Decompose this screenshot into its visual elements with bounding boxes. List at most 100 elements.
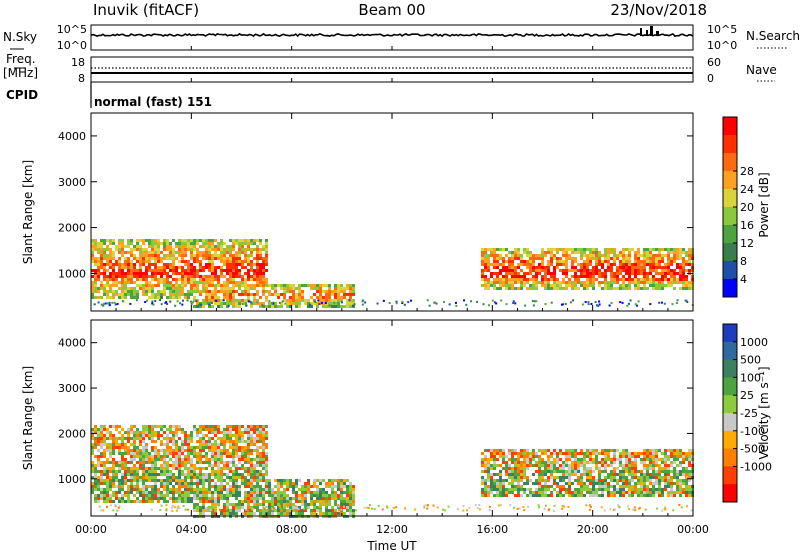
range-time-cell [250, 482, 253, 485]
range-time-cell [586, 479, 589, 482]
range-time-cell [364, 301, 367, 304]
range-time-cell [352, 491, 355, 494]
range-time-cell [274, 479, 277, 482]
range-time-cell [154, 254, 157, 257]
range-time-cell [334, 509, 337, 512]
range-time-cell [94, 470, 97, 473]
range-time-cell [577, 278, 580, 281]
range-time-cell [280, 497, 283, 500]
range-time-cell [610, 476, 613, 479]
range-time-cell [286, 509, 289, 512]
range-time-cell [136, 491, 139, 494]
range-time-cell [178, 239, 181, 242]
range-time-cell [556, 458, 559, 461]
range-time-cell [172, 266, 175, 269]
range-time-cell [388, 302, 391, 305]
range-time-cell [655, 263, 658, 266]
range-time-cell [202, 455, 205, 458]
range-time-cell [214, 290, 217, 293]
range-time-cell [607, 452, 610, 455]
range-time-cell [541, 284, 544, 287]
range-time-cell [625, 458, 628, 461]
range-time-cell [319, 506, 322, 509]
freq-label: Freq. [6, 52, 36, 66]
range-time-cell [196, 467, 199, 470]
range-time-cell [130, 278, 133, 281]
range-time-cell [175, 272, 178, 275]
range-time-cell [562, 269, 565, 272]
range-time-cell [682, 257, 685, 260]
range-time-cell [520, 281, 523, 284]
range-time-cell [340, 497, 343, 500]
range-time-cell [121, 281, 124, 284]
range-time-cell [676, 251, 679, 254]
range-time-cell [235, 266, 238, 269]
range-time-cell [223, 269, 226, 272]
range-time-cell [512, 300, 515, 303]
velocity-data-layer [91, 425, 694, 518]
range-time-cell [496, 458, 499, 461]
range-time-cell [169, 452, 172, 455]
range-time-cell [199, 479, 202, 482]
range-time-cell [643, 482, 646, 485]
range-time-cell [259, 512, 262, 515]
range-time-cell [331, 302, 334, 305]
range-time-cell [148, 467, 151, 470]
range-time-cell [118, 437, 121, 440]
range-time-cell [313, 479, 316, 482]
range-time-cell [646, 254, 649, 257]
range-time-cell [262, 269, 265, 272]
range-time-cell [370, 507, 373, 510]
range-time-cell [544, 488, 547, 491]
range-time-cell [238, 500, 241, 503]
range-time-cell [91, 260, 94, 263]
range-time-cell [481, 452, 484, 455]
range-time-cell [181, 239, 184, 242]
range-time-cell [253, 479, 256, 482]
range-time-cell [259, 509, 262, 512]
range-time-cell [202, 440, 205, 443]
range-time-cell [520, 260, 523, 263]
range-time-cell [97, 488, 100, 491]
range-time-cell [160, 296, 163, 299]
range-time-cell [244, 497, 247, 500]
range-time-cell [91, 287, 94, 290]
range-time-cell [595, 458, 598, 461]
range-time-cell [187, 500, 190, 503]
range-time-cell [109, 263, 112, 266]
range-time-cell [145, 260, 148, 263]
range-time-cell [306, 507, 309, 510]
range-time-cell [520, 263, 523, 266]
noise-trace [90, 32, 694, 38]
range-time-cell [395, 506, 398, 509]
range-time-cell [238, 239, 241, 242]
range-time-cell [91, 248, 94, 251]
range-time-cell [100, 296, 103, 299]
range-time-cell [154, 251, 157, 254]
range-time-cell [682, 467, 685, 470]
range-time-cell [580, 263, 583, 266]
range-time-cell [244, 287, 247, 290]
range-time-cell [598, 461, 601, 464]
range-time-cell [193, 452, 196, 455]
range-time-cell [163, 470, 166, 473]
range-time-cell [295, 491, 298, 494]
range-time-cell [139, 251, 142, 254]
range-time-cell [302, 507, 305, 510]
range-time-cell [544, 504, 547, 507]
range-time-cell [238, 488, 241, 491]
range-time-cell [232, 299, 235, 302]
range-time-cell [256, 290, 259, 293]
range-time-cell [481, 272, 484, 275]
range-time-cell [227, 304, 230, 307]
range-time-cell [247, 248, 250, 251]
range-time-cell [685, 488, 688, 491]
range-time-cell [202, 479, 205, 482]
range-time-cell [133, 254, 136, 257]
range-time-cell [331, 293, 334, 296]
range-time-cell [550, 263, 553, 266]
range-time-cell [520, 449, 523, 452]
range-time-cell [232, 296, 235, 299]
range-time-cell [154, 242, 157, 245]
range-time-cell [159, 509, 162, 512]
